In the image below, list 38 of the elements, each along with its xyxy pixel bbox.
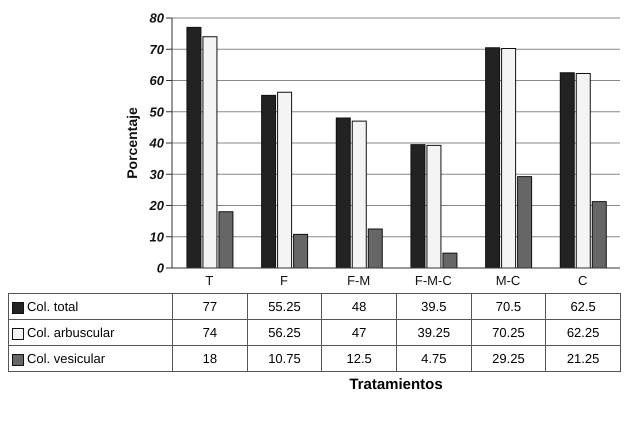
data-label: 12.5 <box>322 346 396 372</box>
y-tick-label: 0 <box>156 260 165 276</box>
data-label: 10.75 <box>247 346 322 372</box>
y-tick-label: 30 <box>150 166 165 182</box>
y-tick-label: 50 <box>150 104 165 120</box>
y-tick-label: 80 <box>150 10 165 26</box>
y-tick-label: 20 <box>148 198 165 214</box>
data-label: 77 <box>172 294 248 320</box>
y-tick-label: 10 <box>150 229 165 244</box>
legend-label: Col. arbuscular <box>27 325 114 340</box>
y-tick-label: 40 <box>148 136 165 151</box>
legend-label: Col. total <box>27 299 78 314</box>
data-label: 74 <box>172 320 248 346</box>
data-label: 62.5 <box>546 294 620 320</box>
data-label: 55.25 <box>247 294 322 320</box>
y-tick-label: 60 <box>150 73 165 88</box>
legend-label: Col. vesicular <box>27 351 106 366</box>
data-label: 56.25 <box>247 320 322 346</box>
data-label: 39.5 <box>396 294 472 320</box>
data-label: 39.25 <box>396 320 472 346</box>
x-tick-label: M-C <box>496 273 520 288</box>
data-label: 48 <box>322 294 396 320</box>
x-tick-label: T <box>205 273 214 288</box>
y-tick-label: 70 <box>150 42 165 57</box>
y-axis-title: Porcentaje <box>124 106 140 179</box>
data-label: 4.75 <box>396 346 472 372</box>
x-tick-label: C <box>578 273 588 288</box>
x-tick-label: F <box>280 273 288 288</box>
x-tick-label: F-M <box>347 273 370 288</box>
data-label: 62.25 <box>546 320 620 346</box>
data-label: 29.25 <box>471 346 546 372</box>
data-label: 21.25 <box>546 346 620 372</box>
data-label: 18 <box>172 346 248 372</box>
data-label: 70.25 <box>471 320 546 346</box>
text: Tratamientos <box>348 376 444 393</box>
data-label: 70.5 <box>471 294 546 320</box>
data-label: 47 <box>322 320 396 346</box>
x-tick-label: F-M-C <box>414 273 452 288</box>
